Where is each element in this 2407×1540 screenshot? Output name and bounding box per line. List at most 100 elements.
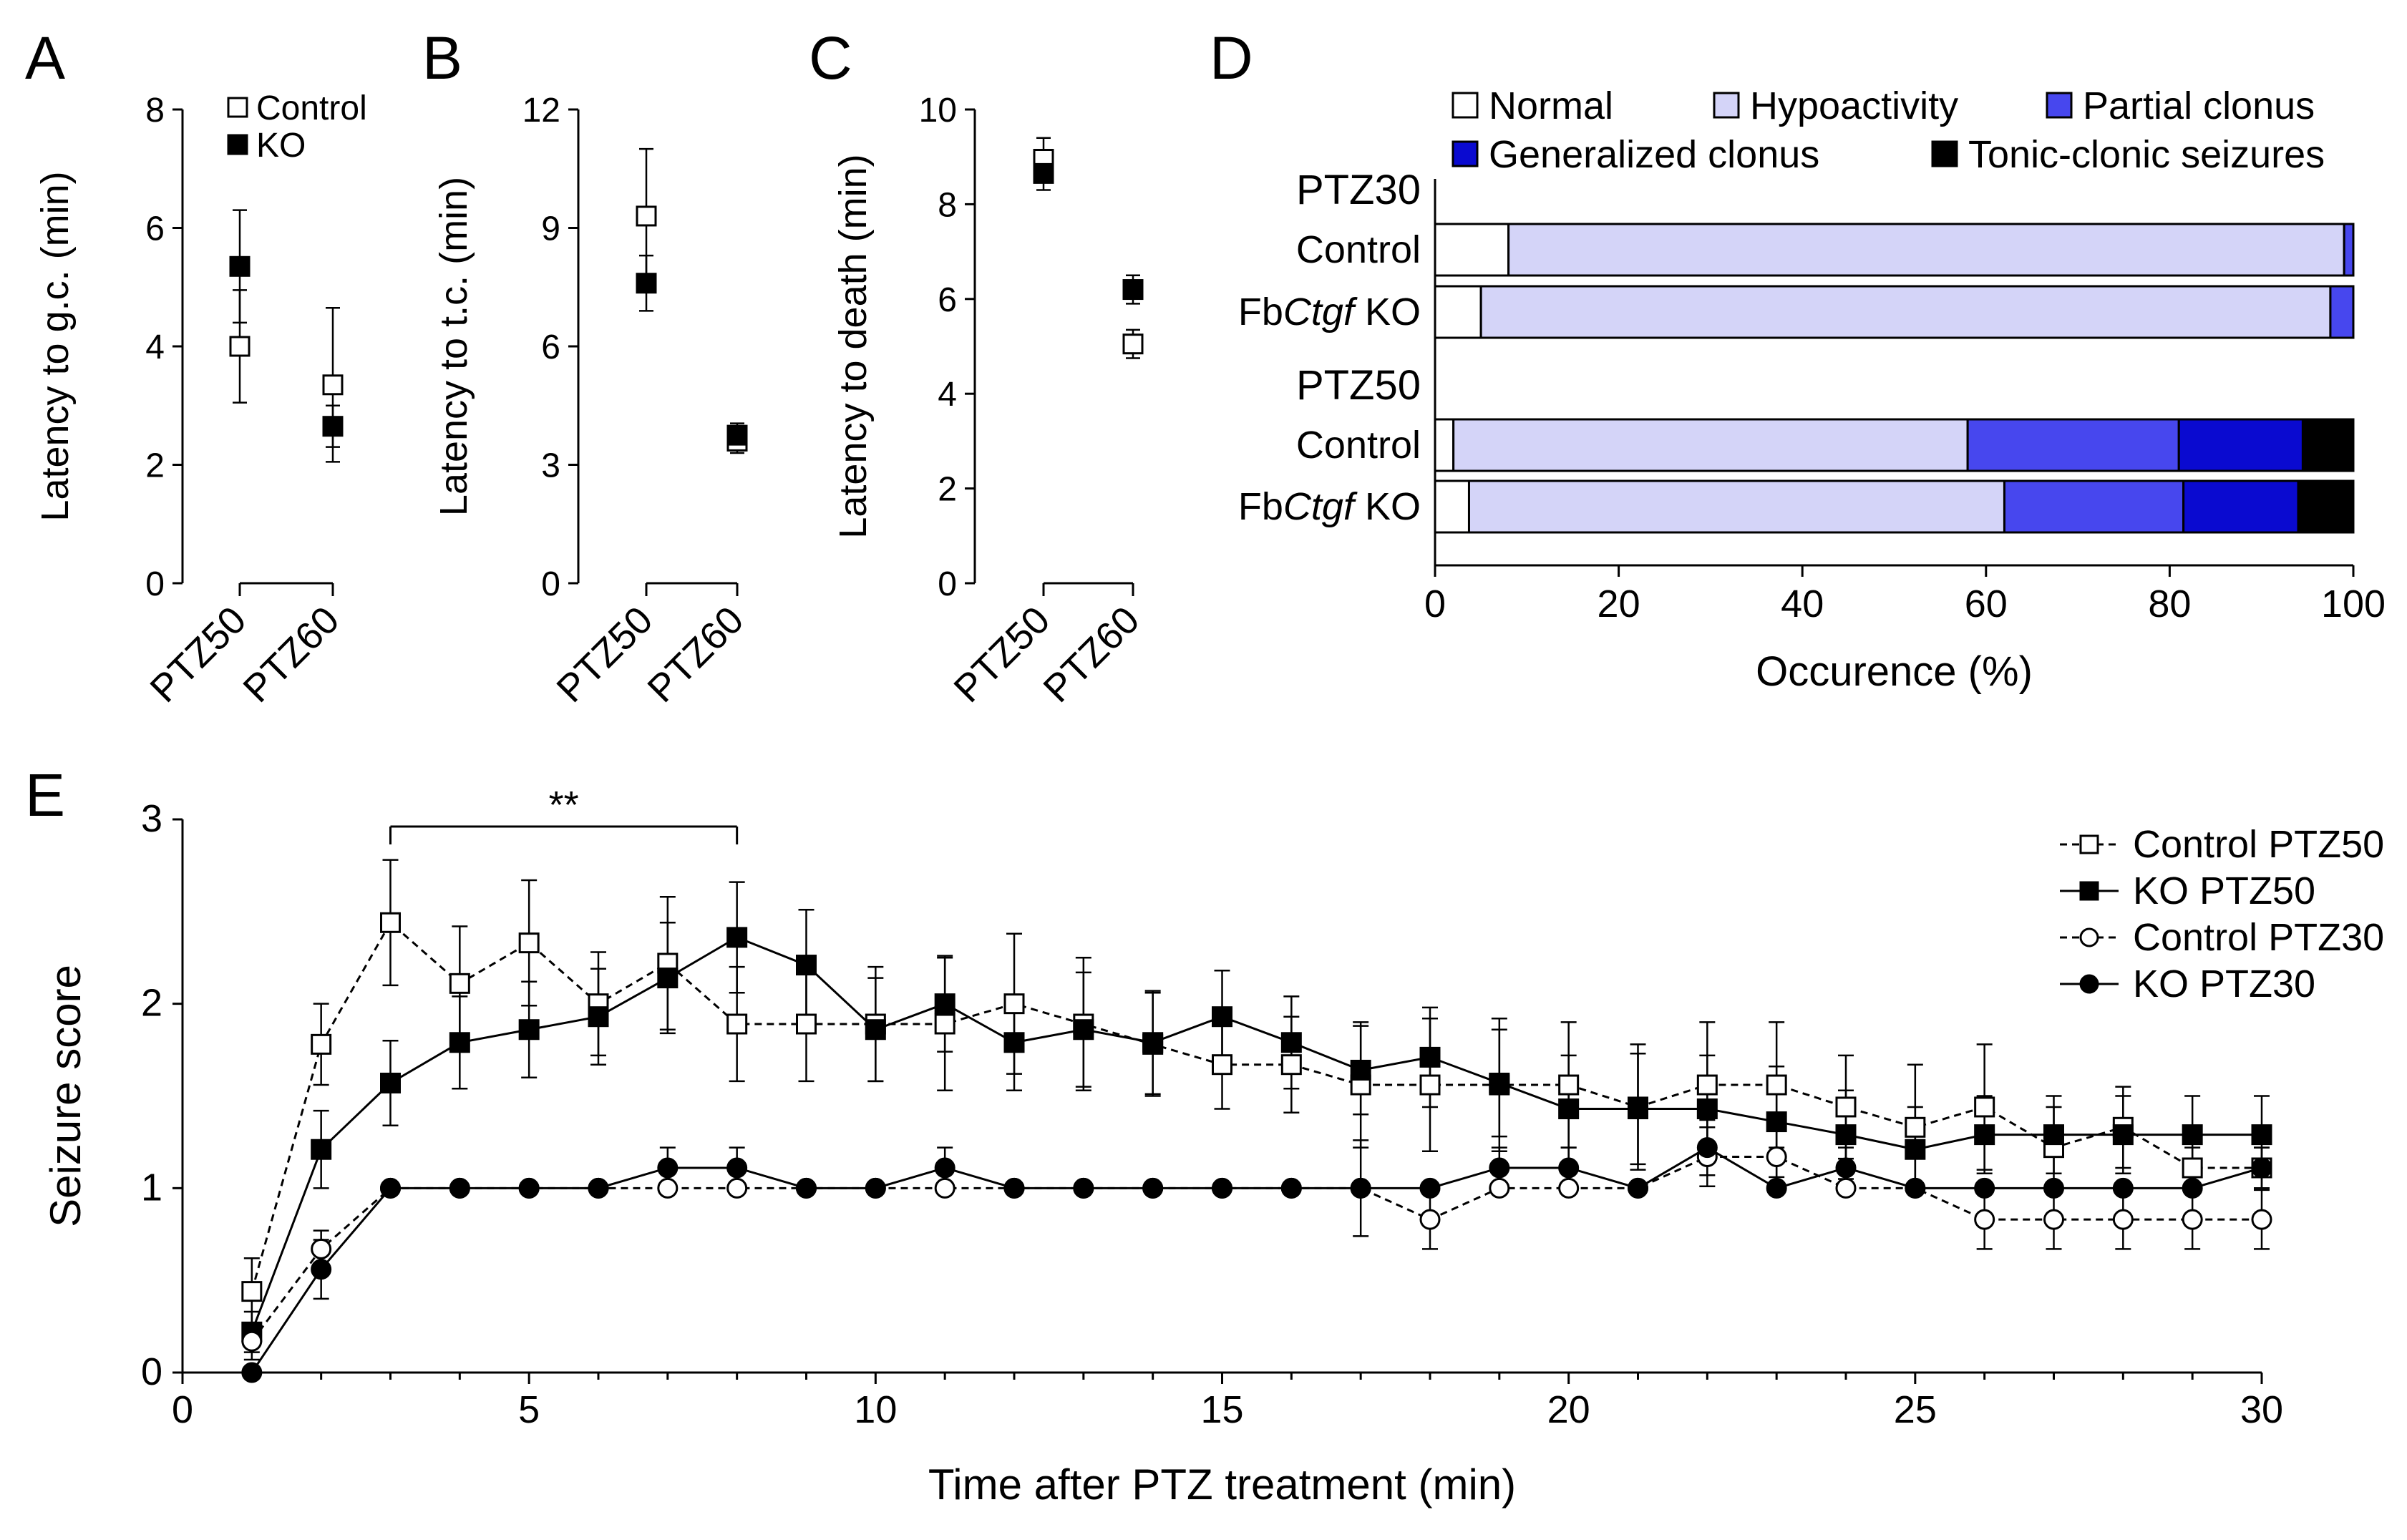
panel-e-point-control-ptz50	[1558, 1074, 1580, 1096]
panel-d-bar-segment-normal	[1434, 285, 1482, 339]
panel-e-point-ko-ptz50	[796, 955, 817, 976]
panel-d-bar-segment-hypoactivity	[1452, 418, 1969, 472]
panel-d-bar-segment-partial-clonus	[2343, 223, 2355, 277]
panel-d-bar-segment-hypoactivity	[1479, 285, 2332, 339]
panel-e-point-ko-ptz30	[1696, 1137, 1718, 1159]
panel-e-point-control-ptz30	[1766, 1146, 1787, 1168]
panel-b-y-tick-label: 9	[541, 210, 560, 248]
panel-e-point-ko-ptz30	[449, 1177, 470, 1199]
panel-e-legend-marker-ko-ptz50	[2079, 881, 2099, 901]
panel-e-point-ko-ptz30	[311, 1259, 332, 1280]
panel-e-point-ko-ptz30	[1766, 1177, 1787, 1199]
panel-c-point-control	[1122, 333, 1144, 355]
panel-e-y-tick-label: 2	[141, 982, 162, 1025]
panel-e-point-ko-ptz30	[2251, 1157, 2272, 1179]
panel-a-y-axis-label: Latency to g.c. (min)	[34, 171, 77, 521]
panel-e-point-ko-ptz30	[1419, 1177, 1441, 1199]
panel-e-point-control-ptz50	[241, 1281, 263, 1302]
panel-e-point-ko-ptz50	[2182, 1124, 2203, 1146]
panel-b-y-tick-label: 6	[541, 328, 560, 366]
panel-d-x-tick-label: 20	[1598, 583, 1640, 625]
panel-label-b: B	[422, 24, 462, 92]
panel-e-legend-marker-control-ptz30	[2079, 927, 2099, 947]
panel-a-y-tick-label: 8	[145, 92, 165, 130]
panel-e-point-control-ptz50	[1419, 1074, 1441, 1096]
panel-d-row-label-part: Fb	[1238, 485, 1283, 528]
panel-e-point-control-ptz50	[934, 1013, 955, 1035]
panel-label-c: C	[809, 24, 852, 92]
panel-a-y-tick-label: 4	[145, 328, 165, 366]
panel-c-category-label: PTZ50	[945, 598, 1058, 711]
panel-a-point-control	[322, 374, 344, 396]
panel-c-y-tick-label: 8	[938, 186, 957, 224]
panel-c-category-label: PTZ60	[1035, 598, 1147, 711]
panel-e-point-ko-ptz30	[1073, 1177, 1094, 1199]
panel-e-point-control-ptz30	[311, 1238, 332, 1259]
panel-d-bar-segment-partial-clonus	[2003, 479, 2185, 534]
panel-e-point-ko-ptz50	[1835, 1124, 1857, 1146]
panel-e-point-control-ptz30	[1489, 1177, 1510, 1199]
panel-e-point-ko-ptz50	[1212, 1006, 1232, 1028]
panel-e-point-ko-ptz50	[311, 1139, 332, 1160]
panel-d-legend-swatch-tonic-clonic	[1931, 140, 1958, 167]
panel-e-point-ko-ptz50	[1073, 1019, 1094, 1041]
panel-e-point-control-ptz30	[1835, 1177, 1857, 1199]
panel-e-point-control-ptz50	[449, 973, 470, 994]
panel-e-series-line-control-ptz50	[251, 920, 2262, 1292]
panel-a-point-control	[229, 336, 251, 357]
panel-e-point-ko-ptz50	[726, 927, 748, 948]
panel-c-y-axis-label: Latency to death (min)	[832, 154, 875, 538]
panel-d-row-label: FbCtgf KO	[1238, 485, 1421, 528]
panel-e-point-control-ptz30	[2043, 1209, 2064, 1230]
panel-d-legend-label-partial-clonus: Partial clonus	[2083, 84, 2315, 127]
panel-d-row-label-part: Fb	[1238, 291, 1283, 333]
panel-c-y-tick-label: 10	[919, 92, 957, 130]
panel-e-point-ko-ptz50	[449, 1032, 470, 1053]
panel-e-point-ko-ptz50	[380, 1072, 401, 1093]
panel-e-legend-marker-ko-ptz30	[2079, 974, 2099, 994]
panel-a-y-tick-label: 0	[145, 565, 165, 603]
panel-d-row-label: Control	[1296, 424, 1421, 467]
panel-e-x-tick-label: 0	[172, 1388, 193, 1431]
panel-d-row-label-part: Control	[1296, 424, 1421, 467]
panel-d-bar-segment-normal	[1434, 479, 1470, 534]
panel-a-category-label: PTZ60	[235, 598, 347, 711]
panel-e-point-control-ptz50	[1696, 1074, 1718, 1096]
panel-d-legend-label-generalized-clonus: Generalized clonus	[1489, 133, 1819, 176]
panel-d-bar-segment-generalized-clonus	[2182, 479, 2300, 534]
panel-b-category-label: PTZ50	[548, 598, 661, 711]
panel-d-x-tick-label: 100	[2321, 583, 2386, 625]
panel-e-point-control-ptz50	[1905, 1116, 1926, 1138]
panel-d-legend-label-tonic-clonic: Tonic-clonic seizures	[1968, 133, 2325, 176]
panel-e-point-control-ptz50	[2182, 1157, 2203, 1179]
panel-e-point-control-ptz50	[1835, 1096, 1857, 1118]
panel-e-point-ko-ptz30	[518, 1177, 540, 1199]
panel-e-point-ko-ptz50	[657, 968, 679, 989]
panel-d-legend-swatch-partial-clonus	[2046, 92, 2073, 119]
panel-d-row-label: FbCtgf KO	[1238, 291, 1421, 333]
panel-e-x-tick-label: 15	[1200, 1388, 1243, 1431]
panel-e-point-ko-ptz50	[1350, 1059, 1371, 1081]
panel-d-bar-segment-tonic-clonic	[2301, 418, 2355, 472]
panel-e-point-ko-ptz50	[1280, 1032, 1302, 1053]
panel-e-point-ko-ptz50	[1558, 1098, 1580, 1120]
panel-c-y-tick-label: 0	[938, 565, 957, 603]
panel-e-point-ko-ptz30	[726, 1157, 748, 1179]
panel-e-point-ko-ptz30	[588, 1177, 609, 1199]
panel-e-point-ko-ptz30	[1142, 1177, 1164, 1199]
panel-e-point-control-ptz50	[726, 1013, 748, 1035]
panel-e-x-tick-label: 10	[854, 1388, 897, 1431]
panel-e-point-ko-ptz30	[865, 1177, 886, 1199]
panel-d-bar-segment-hypoactivity	[1467, 479, 2005, 534]
panel-e-point-ko-ptz30	[1489, 1157, 1510, 1179]
panel-e-point-ko-ptz50	[1696, 1098, 1718, 1120]
panel-a-legend-label: KO	[256, 127, 306, 165]
panel-e-point-control-ptz30	[1974, 1209, 1995, 1230]
panel-e-point-ko-ptz50	[934, 993, 955, 1015]
panel-a-legend-label: Control	[256, 89, 367, 127]
panel-e-series-line-ko-ptz50	[251, 936, 2262, 1332]
panel-e-point-ko-ptz50	[1905, 1139, 1926, 1160]
panel-e-point-ko-ptz30	[1212, 1177, 1232, 1199]
panel-e-x-tick-label: 30	[2240, 1388, 2283, 1431]
